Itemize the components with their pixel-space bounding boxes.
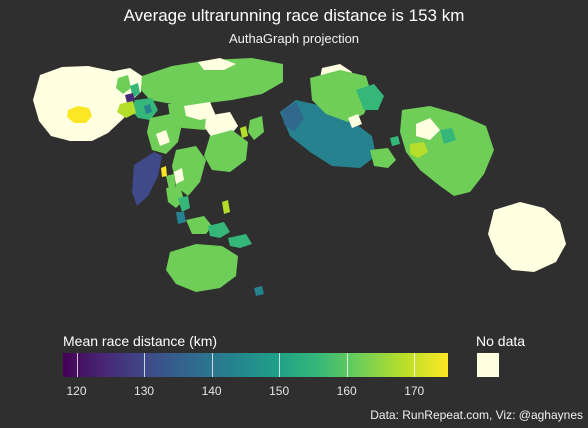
region-south-america-yellow [410,142,428,158]
colorbar-tick-label: 120 [66,384,87,398]
region-africa-yellow [161,166,167,177]
region-malaysia [176,212,186,224]
region-australia [166,244,238,292]
region-europe-yellow [117,101,136,118]
region-central-america [370,148,396,168]
region-iceland [67,106,92,123]
colorbar-tick-140 [211,353,213,377]
colorbar-tick-label: 130 [134,384,155,398]
colorbar-tick-170 [414,353,416,377]
region-mideast-light [156,130,170,146]
colorbar-tick-160 [346,353,348,377]
legend-title: Mean race distance (km) [63,333,218,349]
region-antarctica [488,202,566,272]
region-russia [141,58,283,104]
region-russia-north [198,58,236,70]
colorbar-tick-120 [76,353,78,377]
map-title: Average ultrarunning race distance is 15… [123,6,465,25]
region-india [172,146,206,196]
region-north-america-light [348,114,362,128]
region-north-pacific [280,100,376,168]
region-africa-east [132,152,162,206]
region-north-pacific-dark [282,102,304,132]
region-philippines [222,200,230,214]
region-north-america-a [310,70,372,122]
region-india-light [174,168,184,184]
region-central-europe [131,98,158,120]
region-indonesia-b [208,222,230,238]
region-alps [144,104,152,114]
colorbar-tick-150 [279,353,281,377]
colorbar [63,353,448,377]
colorbar-tick-130 [144,353,146,377]
region-thailand [178,196,190,212]
region-japan [248,116,264,140]
region-tasmania [254,286,264,296]
region-greenland-arctic [33,66,130,141]
region-central-asia-light [184,102,216,120]
no-data-swatch [477,353,499,377]
caption: Data: RunRepeat.com, Viz: @aghaynes [370,408,583,422]
map-subtitle: AuthaGraph projection [228,31,360,46]
colorbar-tick-label: 170 [404,384,425,398]
region-south-america-teal [440,128,456,144]
region-indonesia-a [186,216,212,234]
region-korea [240,126,248,138]
colorbar-tick-label: 140 [201,384,222,398]
region-china [204,130,248,172]
region-scandinavia-a [116,75,131,94]
region-papua [228,234,252,248]
region-caribbean [390,136,400,146]
colorbar-tick-label: 160 [336,384,357,398]
region-south-america-light [416,118,440,140]
region-baltic [125,93,135,103]
region-north-america-b [356,84,384,110]
no-data-label: No data [476,333,526,349]
colorbar-tick-label: 150 [269,384,290,398]
